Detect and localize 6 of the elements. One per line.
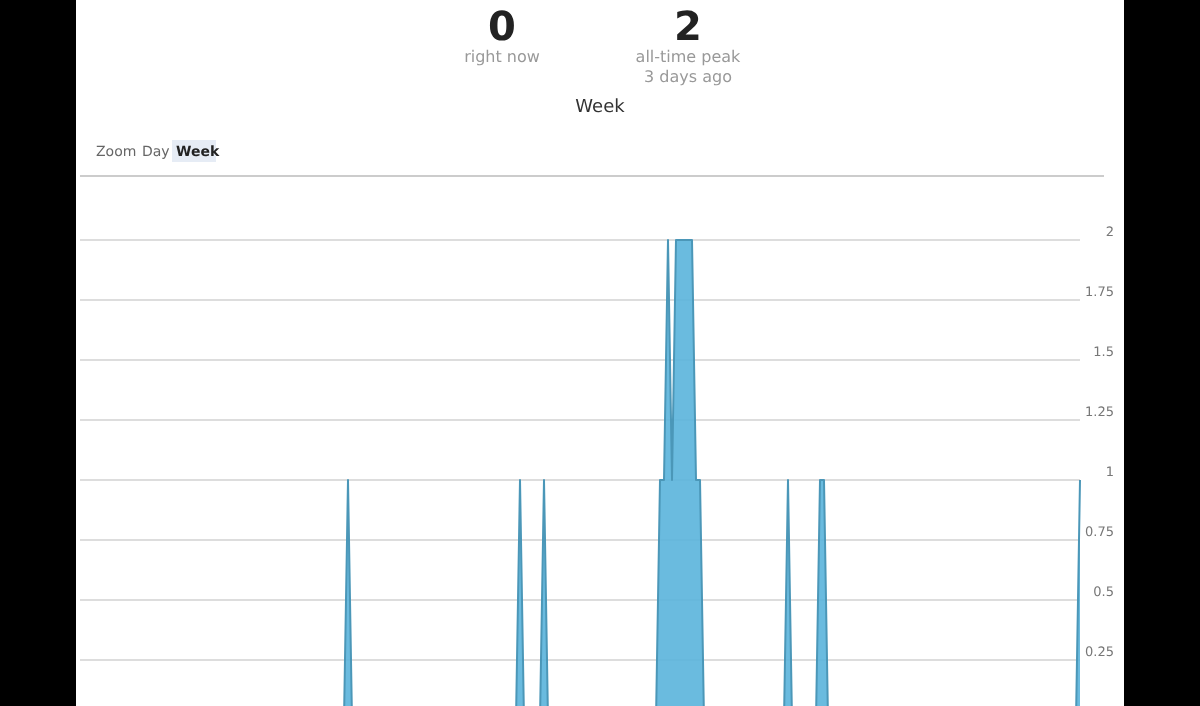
text: 0 (488, 2, 516, 50)
text: right now (464, 48, 541, 66)
text: 3 days ago (644, 68, 733, 86)
text: all-time peak (635, 48, 742, 66)
chart-title: Week (575, 98, 627, 118)
text: 2 (674, 2, 702, 50)
